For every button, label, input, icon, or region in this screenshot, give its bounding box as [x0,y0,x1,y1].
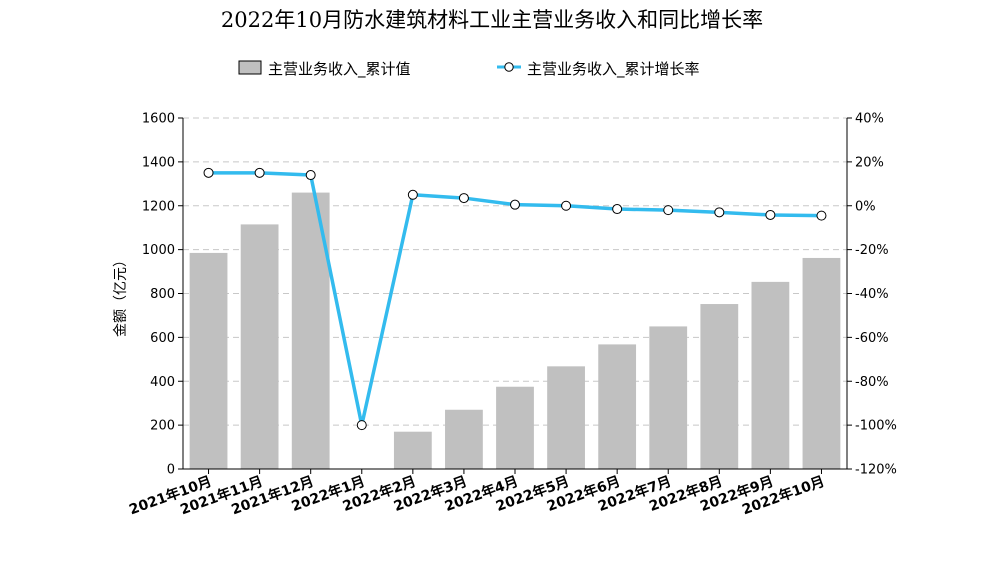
growth-point [254,167,265,178]
right-tick-label: 20% [855,155,884,170]
right-tick-label: 40% [855,112,884,127]
right-tick-label: -20% [855,243,889,258]
legend-line-label: 主营业务收入_累计增长率 [527,60,700,79]
chart-title: 2022年10月防水建筑材料工业主营业务收入和同比增长率 [221,8,763,32]
growth-point [407,189,418,200]
bar [496,386,534,469]
left-tick-label: 400 [150,375,175,390]
bar [393,431,432,469]
right-tick-label: -60% [855,331,889,346]
legend-bar-label: 主营业务收入_累计值 [268,60,411,79]
left-axis-ticks: 0 200 400 600 800 1000 1200 1400 1600 [142,112,183,478]
growth-point [612,204,623,215]
growth-point [356,420,367,431]
left-tick-label: 1200 [142,199,175,214]
growth-point [305,170,316,181]
bar [189,252,228,469]
bars [189,192,841,469]
y-axis-label: 金额（亿元） [113,253,129,337]
bar [802,257,841,469]
right-tick-label: -120% [855,463,897,478]
growth-point [765,209,776,220]
grid-lines [183,117,847,426]
legend-bar-swatch [238,60,262,75]
right-axis-ticks: -120% -100% -80% -60% -40% -20% 0% 20% 40% [847,112,897,478]
bar [240,224,279,469]
growth-point [203,167,214,178]
right-tick-label: -80% [855,375,889,390]
growth-point [510,199,520,210]
right-tick-label: -100% [855,419,897,434]
right-tick-label: 0% [855,199,876,214]
left-tick-label: 600 [150,331,175,346]
bar [445,409,483,469]
bar [598,344,637,469]
legend: 主营业务收入_累计值 主营业务收入_累计增长率 [238,60,700,79]
left-tick-label: 1000 [142,243,175,258]
bar [649,326,688,469]
left-tick-label: 1400 [142,155,175,170]
left-tick-label: 800 [150,287,175,302]
right-tick-label: -40% [855,287,889,302]
x-axis-ticks: 2021年10月2021年11月2021年12月2022年1月2022年2月20… [127,469,827,518]
bar [700,304,739,469]
left-tick-label: 0 [167,463,175,478]
growth-point [561,200,572,211]
growth-point [663,205,674,216]
bar [751,281,790,469]
left-tick-label: 200 [150,419,175,434]
growth-line [203,167,827,431]
growth-point [816,210,827,221]
left-tick-label: 1600 [142,112,175,127]
growth-point [714,207,725,218]
growth-point [458,193,469,204]
legend-line-marker [504,62,514,72]
bar [547,366,585,469]
